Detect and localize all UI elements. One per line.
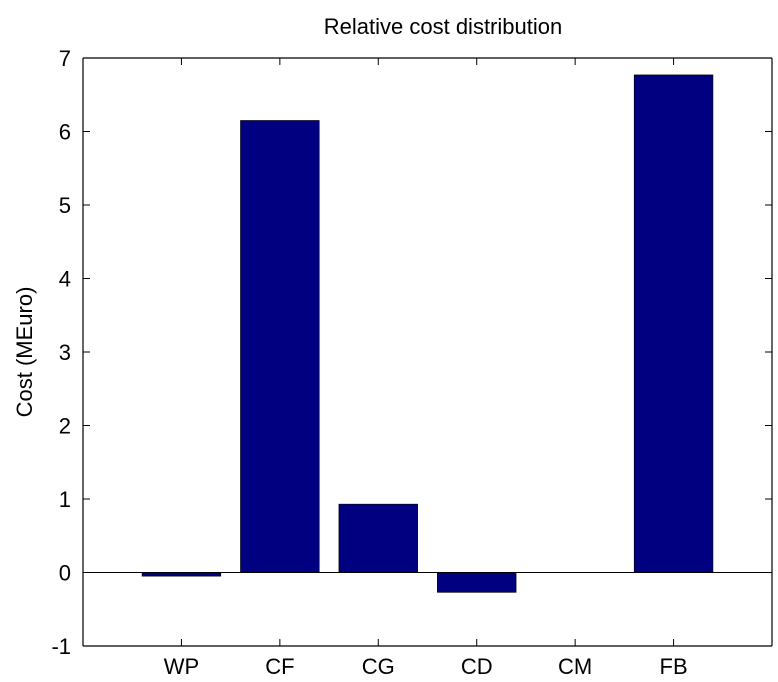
bar-cd: [437, 572, 517, 593]
y-tick-label: 7: [59, 46, 71, 71]
chart-title: Relative cost distribution: [324, 14, 562, 39]
y-tick-label: 5: [59, 193, 71, 218]
x-tick-label: FB: [660, 654, 688, 679]
y-tick-label: -1: [51, 634, 71, 659]
bar-cf: [240, 120, 320, 573]
bar-wp: [141, 572, 222, 577]
x-tick-label: CD: [461, 654, 493, 679]
x-tick-label: CF: [265, 654, 294, 679]
bars-group: [141, 74, 714, 593]
y-tick-label: 4: [59, 267, 71, 292]
y-ticks-group: -1 0 1 2 3 4 5 6 7: [51, 46, 772, 659]
x-tick-label: CM: [558, 654, 592, 679]
x-tick-label: WP: [164, 654, 199, 679]
bar-fb: [633, 74, 714, 573]
y-tick-label: 0: [59, 561, 71, 586]
y-tick-label: 1: [59, 487, 71, 512]
x-tick-label: CG: [362, 654, 395, 679]
x-ticks-group: WP CF CG CD CM FB: [164, 58, 688, 679]
y-tick-label: 3: [59, 340, 71, 365]
bar-cg: [338, 503, 418, 573]
y-tick-label: 2: [59, 414, 71, 439]
y-axis-label: Cost (MEuro): [12, 287, 37, 418]
y-tick-label: 6: [59, 120, 71, 145]
